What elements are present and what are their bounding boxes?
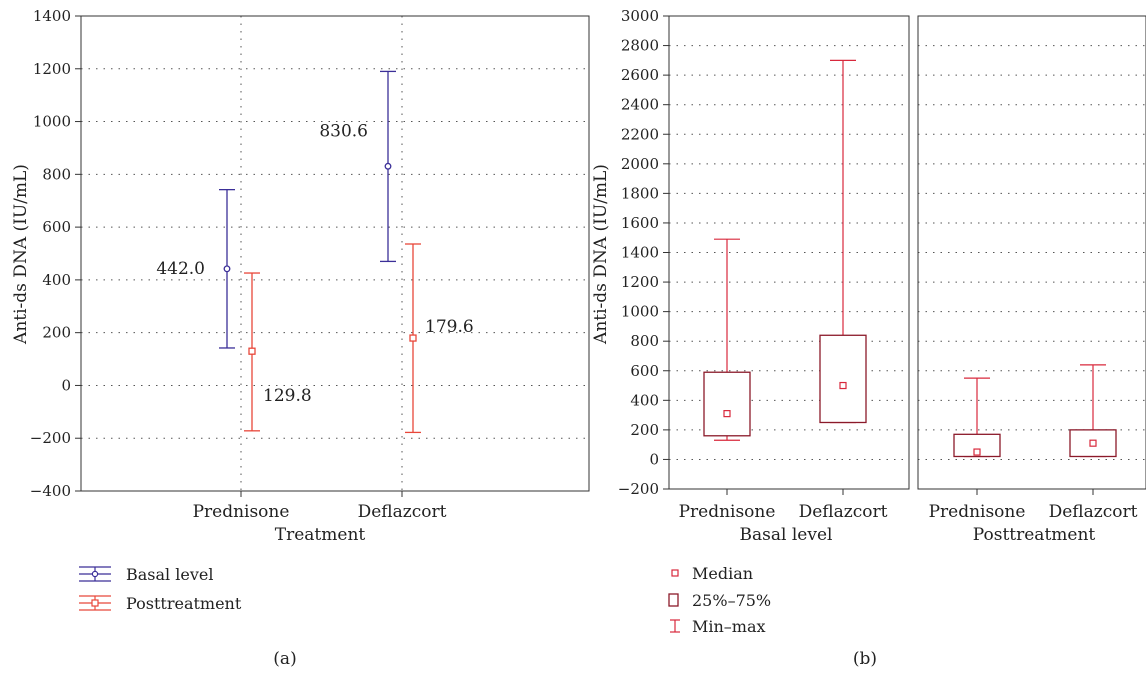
error-bar-basal: [380, 70, 396, 263]
y-tick-label: 2800: [621, 37, 659, 55]
legend-label: Basal level: [126, 565, 213, 584]
panel-a-marks: 442.0 830.6 129.8 179.6: [156, 70, 474, 434]
box-plot: [1069, 364, 1117, 458]
box-plot: [819, 59, 867, 424]
y-tick-label: 1800: [621, 184, 659, 202]
mean-data-label: 830.6: [319, 121, 368, 141]
x-tick-label: Deflazcort: [799, 502, 888, 522]
y-tick-label: 1400: [33, 7, 71, 25]
panel-b-legend: Median 25%–75% Min–max: [668, 564, 771, 636]
panel-b-group-label-basal: Basal level: [740, 525, 833, 545]
y-tick-label: −200: [30, 429, 71, 447]
y-tick-label: 400: [42, 271, 71, 289]
box-plot: [703, 238, 751, 441]
x-tick-label: Deflazcort: [1049, 502, 1138, 522]
panel-b-gridlines: [669, 45, 1146, 460]
panel-b-right-frame: [917, 15, 1146, 490]
legend-symbol-marker: [91, 570, 99, 578]
median-marker: [973, 448, 981, 456]
median-marker: [839, 381, 847, 390]
mean-point: [248, 347, 256, 355]
x-tick-label: Prednisone: [679, 502, 776, 522]
panel-a-y-ticks: −400 −200 0 200 400 600 800 1000 1200 1400: [30, 7, 81, 500]
panel-b-y-ticks: −200 0 200 400 600 800 1000 1200 1400 1600 1800 200…: [618, 7, 669, 498]
y-tick-label: 800: [630, 332, 659, 350]
error-bar-basal: [219, 188, 235, 349]
y-tick-label: 1600: [621, 214, 659, 232]
box-plot: [953, 377, 1001, 458]
error-bar-post: [244, 272, 260, 432]
box-iqr: [953, 433, 1001, 458]
y-tick-label: −200: [618, 480, 659, 498]
y-tick-label: 1000: [33, 113, 71, 131]
panel-a-x-ticks: Prednisone Deflazcort: [193, 491, 447, 522]
y-tick-label: 600: [42, 218, 71, 236]
legend-label: Min–max: [692, 617, 766, 636]
panel-a-label: (a): [273, 649, 296, 669]
x-tick-label: Deflazcort: [358, 502, 447, 522]
median-marker: [723, 410, 731, 418]
mean-point: [384, 162, 392, 170]
panel-a-x-axis-label: Treatment: [275, 525, 366, 545]
y-tick-label: 1400: [621, 244, 659, 262]
mean-point: [223, 265, 231, 273]
panel-a-y-axis-label: Anti-ds DNA (IU/mL): [11, 164, 31, 345]
y-tick-label: 1200: [33, 60, 71, 78]
legend-symbol-median: [671, 569, 679, 577]
legend-symbol-marker: [91, 599, 99, 607]
y-tick-label: 2200: [621, 125, 659, 143]
mean-data-label: 179.6: [425, 317, 474, 337]
y-tick-label: 2400: [621, 96, 659, 114]
box-iqr: [819, 334, 867, 424]
legend-label: Posttreatment: [126, 594, 242, 613]
mean-point: [409, 334, 417, 342]
legend-symbol-box: [668, 593, 679, 607]
y-tick-label: 2000: [621, 155, 659, 173]
y-tick-label: 400: [630, 391, 659, 409]
panel-b-label: (b): [853, 649, 877, 669]
panel-b-marks: [703, 59, 1117, 458]
y-tick-label: 2600: [621, 66, 659, 84]
legend-label: Median: [692, 564, 753, 583]
error-bar-post: [405, 243, 421, 434]
x-tick-label: Prednisone: [193, 502, 290, 522]
y-tick-label: 3000: [621, 7, 659, 25]
panel-b-x-ticks: Prednisone Deflazcort Prednisone Deflazcort: [679, 489, 1138, 522]
panel-a-plot-frame: [80, 15, 590, 492]
y-tick-label: 1000: [621, 303, 659, 321]
mean-data-label: 442.0: [156, 259, 205, 279]
y-tick-label: 0: [649, 450, 659, 468]
x-tick-label: Prednisone: [929, 502, 1026, 522]
legend-label: 25%–75%: [692, 591, 771, 610]
panel-a-legend: Basal level Posttreatment: [79, 565, 242, 613]
panel-b-chart: −200 0 200 400 600 800 1000 1200 1400 1600 1800 200…: [591, 7, 1146, 669]
y-tick-label: 800: [42, 165, 71, 183]
y-tick-label: 600: [630, 362, 659, 380]
box-iqr: [1069, 429, 1117, 458]
panel-a-chart: −400 −200 0 200 400 600 800 1000 1200 1400 Predni…: [11, 7, 590, 669]
box-iqr: [703, 371, 751, 437]
y-tick-label: 200: [42, 324, 71, 342]
y-tick-label: −400: [30, 482, 71, 500]
y-tick-label: 1200: [621, 273, 659, 291]
y-tick-label: 0: [61, 376, 71, 394]
panel-b-y-axis-label: Anti-ds DNA (IU/mL): [591, 164, 611, 345]
median-marker: [1089, 439, 1097, 447]
mean-data-label: 129.8: [263, 386, 312, 406]
y-tick-label: 200: [630, 421, 659, 439]
panel-b-group-label-post: Posttreatment: [973, 525, 1096, 545]
panel-a-gridlines: [81, 16, 589, 491]
